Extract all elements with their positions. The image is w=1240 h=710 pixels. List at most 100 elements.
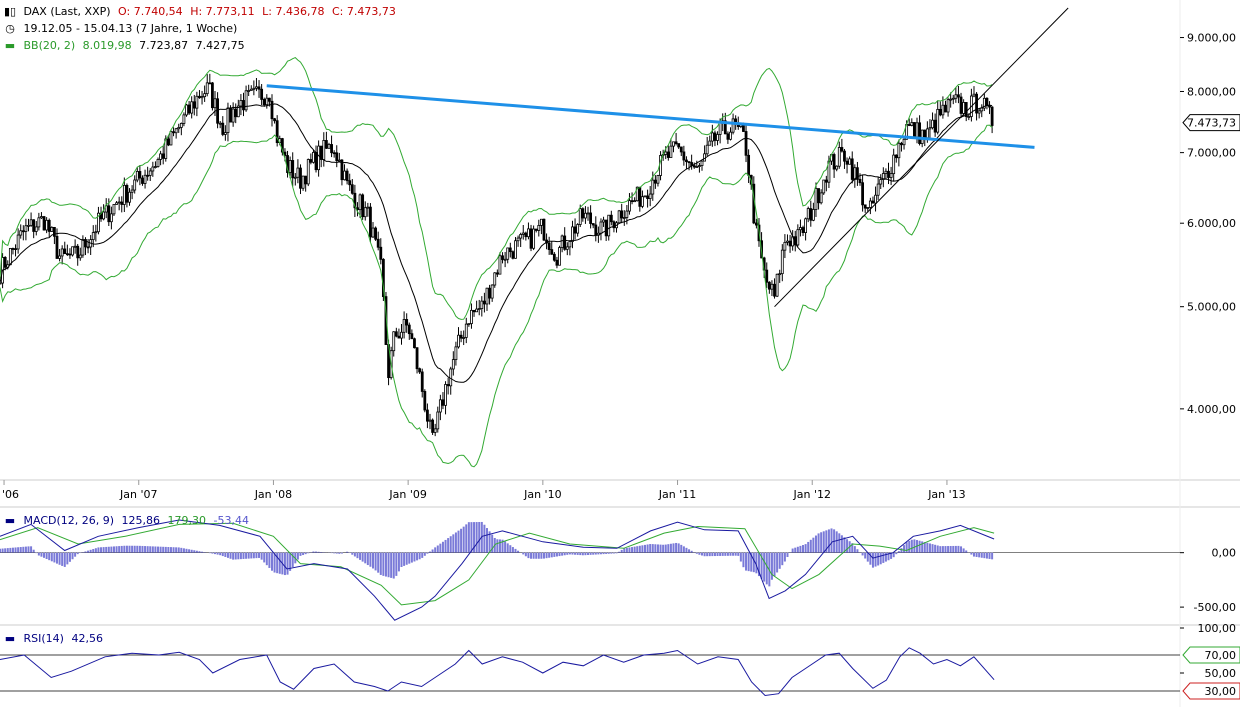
macd-histogram-bar — [685, 548, 687, 553]
macd-histogram-bar — [445, 540, 447, 553]
macd-histogram-bar — [460, 529, 462, 553]
candle-body — [522, 233, 524, 234]
macd-histogram-bar — [846, 539, 848, 552]
macd-histogram-bar — [717, 553, 719, 556]
candle-body — [908, 124, 910, 125]
macd-histogram-bar — [771, 553, 773, 580]
macd-histogram-bar — [437, 546, 439, 553]
candle-body — [242, 100, 244, 109]
candle-body — [903, 139, 905, 144]
candle-body — [206, 83, 208, 94]
candle-body — [380, 247, 382, 259]
candle-body — [698, 166, 700, 167]
candle-body — [890, 174, 892, 178]
macd-histogram-bar — [240, 553, 242, 559]
candle-body — [53, 227, 55, 236]
candle-body — [240, 100, 242, 106]
macd-histogram-bar — [571, 553, 573, 555]
candle-body — [496, 273, 498, 274]
macd-histogram-bar — [56, 553, 58, 564]
candle-body — [266, 98, 268, 104]
macd-histogram-bar — [942, 546, 944, 553]
macd-histogram-bar — [90, 550, 92, 553]
candle-body — [40, 217, 42, 218]
candle-body — [72, 247, 74, 255]
macd-histogram-bar — [103, 547, 105, 553]
macd-histogram-bar — [792, 549, 794, 553]
candle-body — [582, 209, 584, 218]
candle-body — [779, 274, 781, 275]
macd-histogram-bar — [59, 553, 61, 565]
candle-body — [129, 192, 131, 202]
x-tick-label-5: Jan '11 — [658, 488, 696, 501]
macd-histogram-bar — [631, 547, 633, 553]
candle-body — [986, 98, 988, 105]
macd-histogram-bar — [660, 545, 662, 553]
macd-histogram-bar — [483, 525, 485, 553]
candle-body — [222, 123, 224, 134]
candle-body — [362, 195, 364, 217]
macd-histogram-bar — [250, 553, 252, 559]
macd-histogram-bar — [597, 553, 599, 555]
rsi-y-tick-label-3: 30,00 — [1205, 685, 1237, 698]
candle-body — [338, 160, 340, 161]
rsi-line-icon: ▬ — [4, 632, 16, 645]
period-legend: ◷ 19.12.05 - 15.04.13 (7 Jahre, 1 Woche) — [4, 22, 241, 35]
candle-body — [543, 219, 545, 240]
candle-body — [502, 256, 504, 260]
candle-body — [561, 236, 563, 248]
candle-body — [851, 159, 853, 180]
candle-body — [186, 105, 188, 115]
candle-body — [180, 123, 182, 127]
macd-histogram-bar — [543, 553, 545, 559]
candle-body — [118, 202, 120, 203]
macd-histogram-bar — [880, 553, 882, 565]
candle-body — [960, 97, 962, 113]
candle-body — [771, 284, 773, 289]
macd-histogram-bar — [61, 553, 63, 566]
macd-histogram-bar — [299, 553, 301, 556]
rsi-value: 42,56 — [71, 632, 103, 645]
candle-body — [198, 96, 200, 97]
high-value: H: 7.773,11 — [190, 5, 254, 18]
bb-lower-value: 7.427,75 — [196, 39, 245, 52]
candle-body — [685, 160, 687, 162]
macd-histogram-bar — [766, 553, 768, 585]
macd-histogram-bar — [546, 553, 548, 558]
candle-body — [315, 152, 317, 169]
macd-histogram-bar — [939, 546, 941, 553]
macd-histogram-bar — [512, 547, 514, 553]
candle-body — [950, 99, 952, 100]
x-tick-label-0: '06 — [2, 488, 19, 501]
candle-body — [344, 171, 346, 180]
macd-histogram-bar — [592, 553, 594, 555]
candle-body — [947, 100, 949, 112]
macd-histogram-bar — [51, 553, 53, 562]
macd-histogram-bar — [929, 543, 931, 552]
candle-body — [952, 98, 954, 99]
candle-body — [937, 109, 939, 132]
candle-body — [921, 130, 923, 143]
macd-histogram-bar — [802, 545, 804, 553]
candle-body — [693, 166, 695, 167]
candle-body — [885, 171, 887, 173]
macd-histogram-bar — [486, 528, 488, 553]
candle-body — [774, 284, 776, 296]
macd-histogram-bar — [468, 522, 470, 552]
candle-body — [416, 348, 418, 369]
rsi-legend: ▬ RSI(14) 42,56 — [4, 632, 107, 645]
candle-body — [944, 105, 946, 112]
macd-histogram-bar — [20, 547, 22, 553]
candle-body — [77, 246, 79, 258]
candle-body — [463, 337, 465, 338]
candle-body — [33, 220, 35, 232]
candle-body — [680, 147, 682, 152]
candle-body — [784, 242, 786, 250]
macd-histogram-bar — [875, 553, 877, 567]
candle-body — [232, 109, 234, 122]
candle-body — [0, 283, 1, 284]
macd-histogram-bar — [553, 553, 555, 557]
candle-body — [639, 187, 641, 206]
candle-body — [167, 139, 169, 145]
candle-body — [359, 195, 361, 210]
